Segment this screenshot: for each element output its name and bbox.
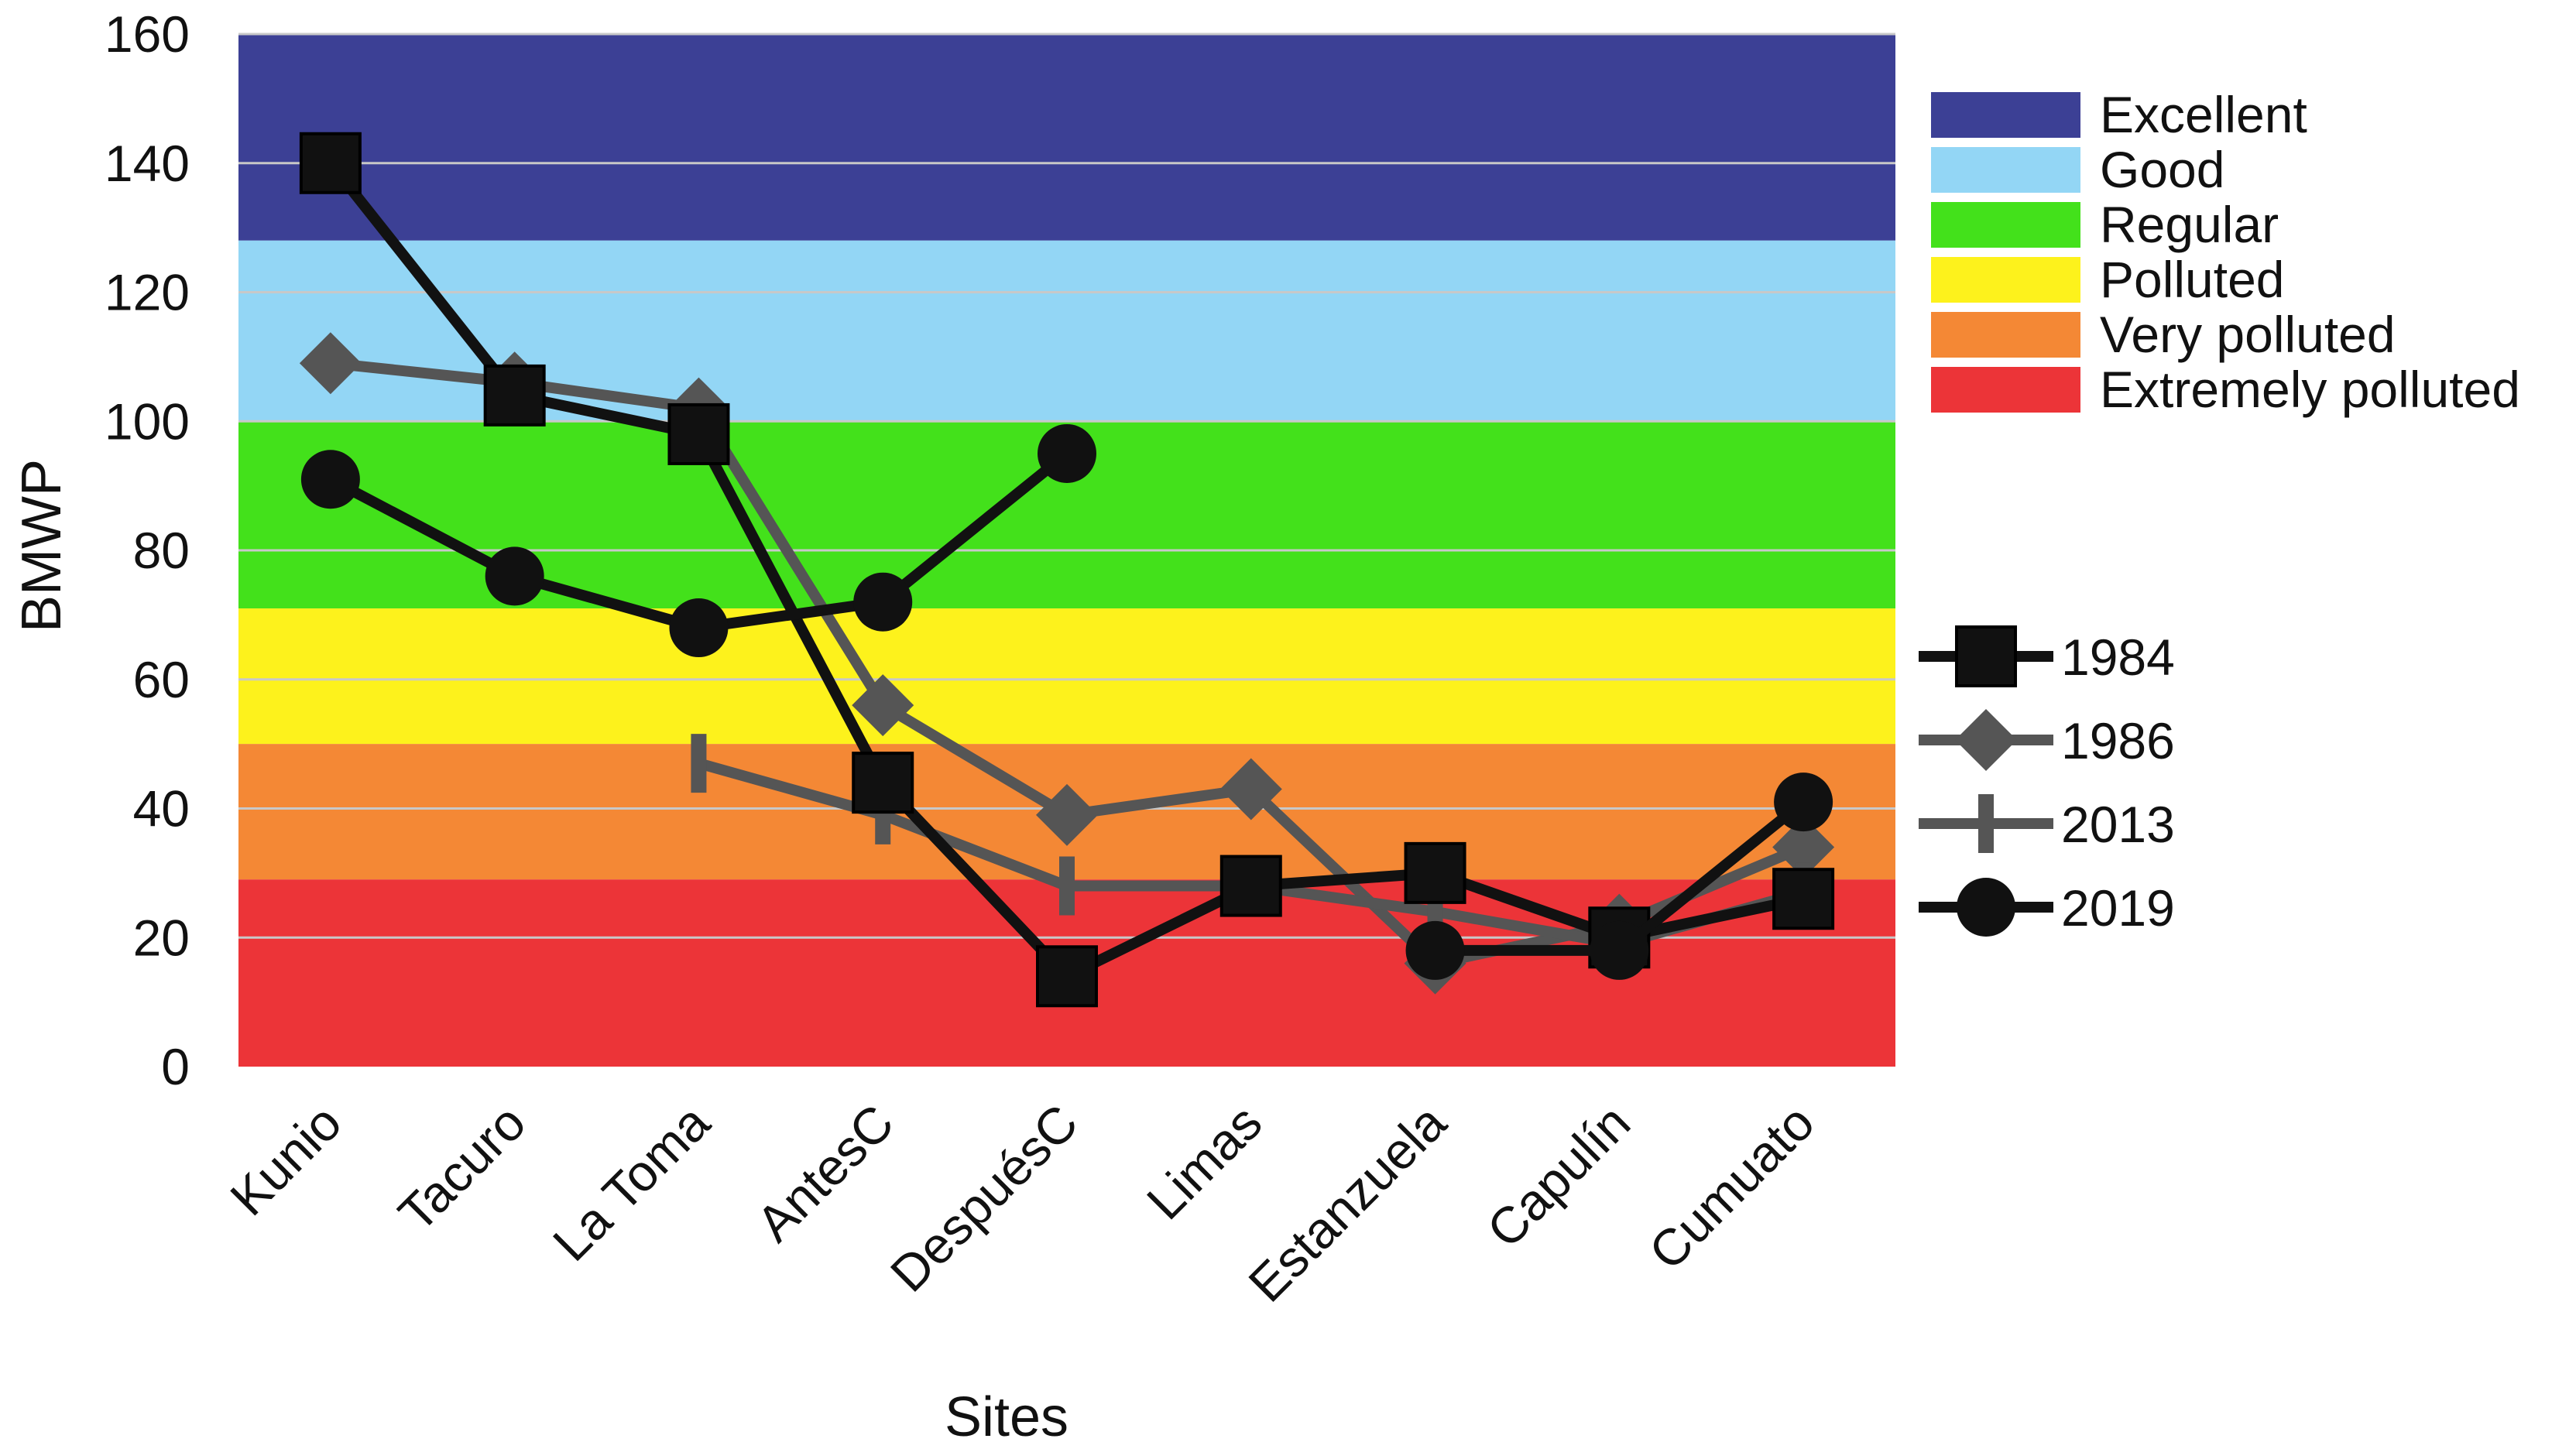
band-legend-label-polluted: Polluted	[2100, 251, 2285, 308]
band-legend-label-regular: Regular	[2100, 196, 2279, 253]
point-1984-despuesc	[1036, 945, 1098, 1008]
series-legend-label-1984: 1984	[2061, 629, 2175, 686]
point-1984-tacuro	[483, 364, 546, 426]
band-legend-swatch-good	[1931, 147, 2080, 193]
series-legend-label-1986: 1986	[2061, 712, 2175, 769]
series-legend-item-2019: 2019	[1919, 878, 2175, 937]
x-tick-label-tacuro: Tacuro	[387, 1094, 536, 1242]
y-tick-label-140: 140	[105, 135, 190, 192]
point-2019-la-toma	[669, 598, 729, 658]
point-1984-antesc	[852, 752, 914, 814]
band-legend-label-good: Good	[2100, 141, 2224, 198]
series-legend-item-2013: 2013	[1919, 794, 2175, 853]
x-axis-title: Sites	[945, 1386, 1068, 1448]
x-tick-label-kunio: Kunio	[219, 1094, 352, 1227]
series-legend: 1984 1986 2013 2019	[1919, 625, 2175, 937]
y-tick-label-60: 60	[133, 651, 190, 708]
series-legend-label-2013: 2013	[2061, 796, 2175, 853]
band-legend-label-excellent: Excellent	[2100, 86, 2307, 143]
y-axis-ticks: 0 20 40 60 80 100 120 140 160	[105, 5, 190, 1095]
x-tick-label-limas: Limas	[1136, 1094, 1273, 1231]
x-tick-label-antesc: AntesC	[746, 1094, 904, 1252]
series-legend-item-1986: 1986	[1919, 709, 2175, 771]
band-excellent	[238, 34, 1895, 241]
point-1984-limas	[1219, 855, 1282, 917]
point-2019-despuesc	[1038, 423, 1096, 483]
x-tick-label-la-toma: La Toma	[542, 1093, 721, 1272]
y-tick-label-100: 100	[105, 392, 190, 450]
series-legend-marker-1984	[1955, 625, 2017, 687]
point-2019-tacuro	[485, 546, 544, 606]
y-tick-label-160: 160	[105, 5, 190, 63]
band-legend-swatch-extremely-polluted	[1931, 367, 2080, 413]
point-1986-limas	[1219, 758, 1282, 820]
point-1984-la-toma	[667, 402, 730, 465]
series-legend-label-2019: 2019	[2061, 879, 2175, 937]
point-1986-cumuato	[1772, 816, 1835, 879]
series-group	[299, 132, 1835, 1008]
y-tick-label-80: 80	[133, 522, 190, 579]
band-polluted	[238, 608, 1895, 745]
series-legend-marker-1986	[1955, 709, 2017, 771]
series-2019	[300, 423, 1833, 980]
grid-lines	[238, 33, 1895, 939]
x-tick-label-estanzuela: Estanzuela	[1237, 1093, 1456, 1312]
band-legend-swatch-excellent	[1931, 92, 2080, 138]
y-tick-label-120: 120	[105, 264, 190, 321]
y-tick-label-40: 40	[133, 780, 190, 838]
point-2019-estanzuela	[1405, 920, 1465, 980]
point-1984-cumuato	[1772, 868, 1835, 930]
point-1984-kunio	[299, 132, 362, 194]
band-legend-swatch-very-polluted	[1931, 312, 2080, 358]
y-axis-title: BMWP	[11, 459, 73, 632]
band-legend-swatch-regular	[1931, 202, 2080, 248]
point-2019-capulin	[1590, 920, 1649, 980]
band-legend-swatch-polluted	[1931, 257, 2080, 303]
point-2019-kunio	[300, 450, 360, 509]
point-1984-estanzuela	[1404, 841, 1466, 904]
y-tick-label-0: 0	[161, 1038, 190, 1095]
point-2019-antesc	[853, 572, 913, 632]
band-legend-label-extremely-polluted: Extremely polluted	[2100, 361, 2520, 418]
point-1986-kunio	[299, 332, 362, 395]
point-1986-antesc	[852, 674, 914, 737]
y-tick-label-20: 20	[133, 909, 190, 966]
x-tick-label-despuesc: DespuésC	[880, 1094, 1089, 1303]
series-legend-item-1984: 1984	[1919, 625, 2175, 687]
series-legend-marker-2019	[1957, 878, 2015, 937]
point-1986-despuesc	[1036, 783, 1098, 846]
x-tick-label-capulin: Capulín	[1476, 1094, 1641, 1259]
band-legend-label-very-polluted: Very polluted	[2100, 306, 2396, 363]
point-2019-cumuato	[1774, 772, 1833, 832]
x-tick-label-cumuato: Cumuato	[1638, 1094, 1825, 1281]
